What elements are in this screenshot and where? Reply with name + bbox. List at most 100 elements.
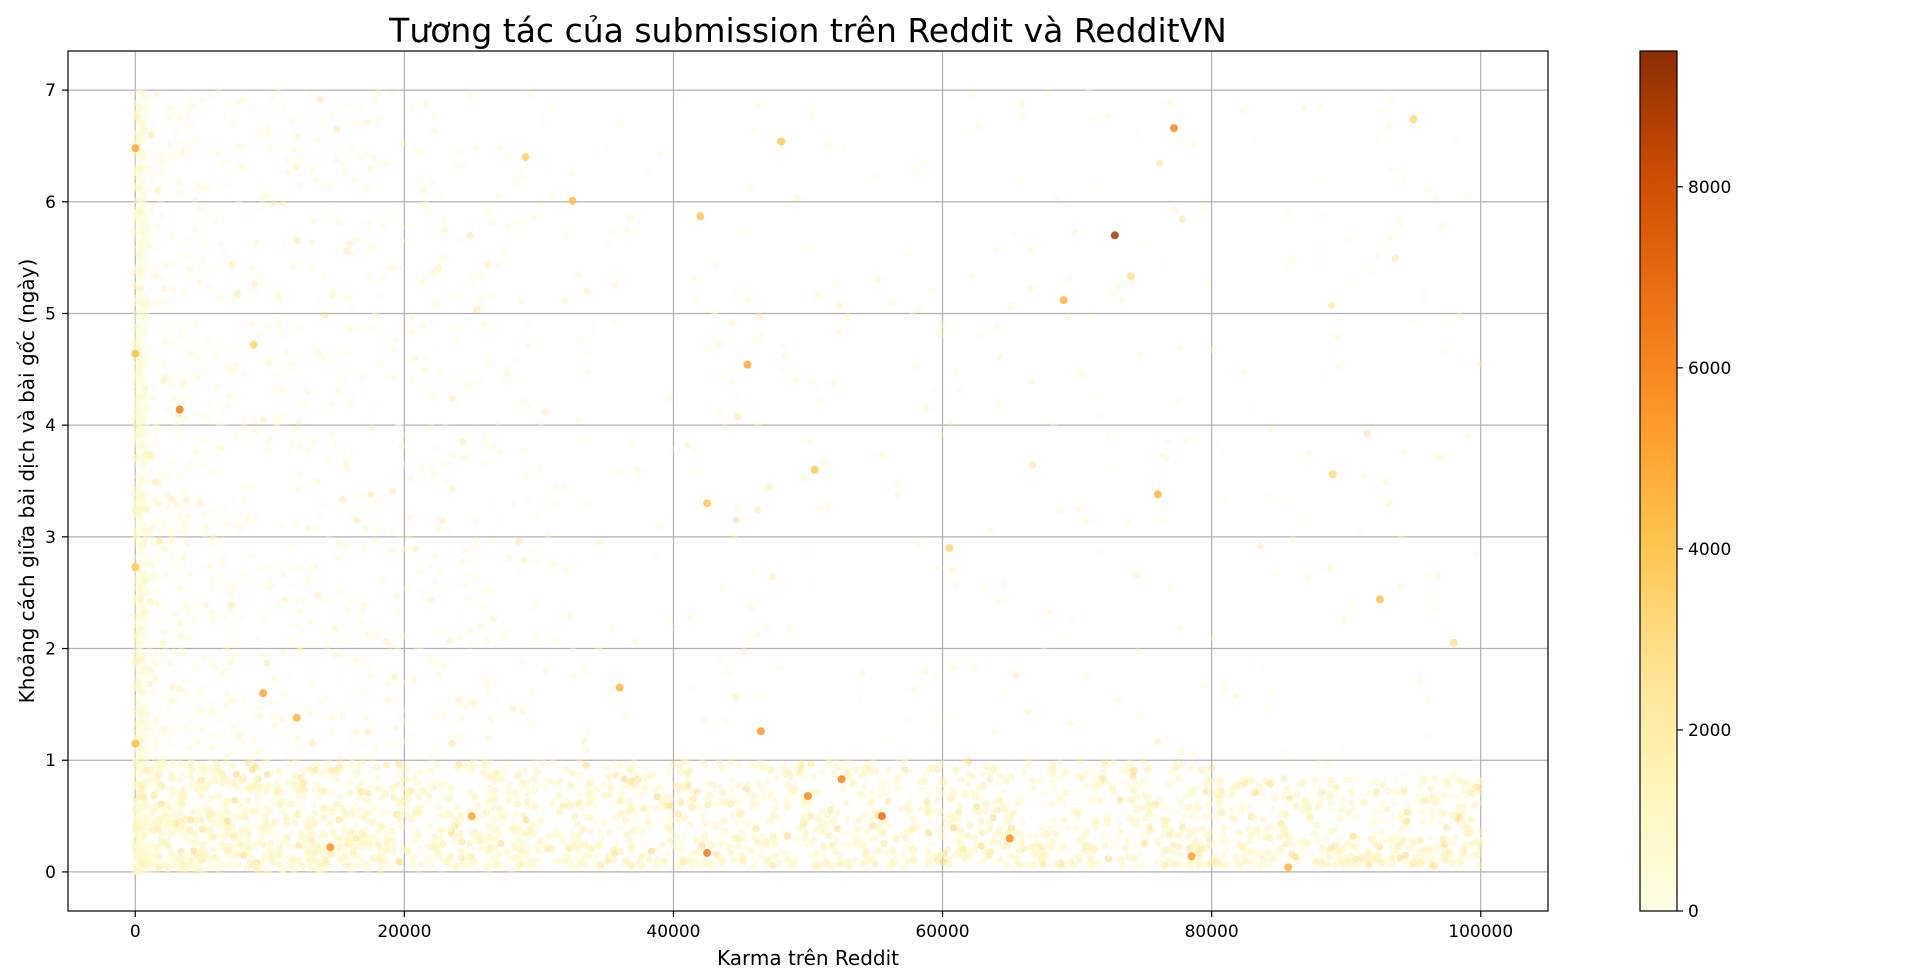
- scatter-point: [634, 466, 642, 474]
- scatter-point: [1430, 799, 1438, 807]
- scatter-point: [316, 862, 324, 870]
- scatter-point: [148, 468, 156, 476]
- scatter-point: [1029, 850, 1037, 858]
- scatter-point: [949, 663, 957, 671]
- scatter-point: [1130, 819, 1138, 827]
- scatter-point: [271, 721, 279, 730]
- scatter-point: [1425, 795, 1433, 803]
- scatter-point: [336, 843, 344, 851]
- scatter-point: [168, 815, 176, 823]
- scatter-point: [276, 844, 284, 852]
- scatter-point: [1146, 803, 1154, 811]
- scatter-point: [415, 867, 423, 875]
- scatter-point: [661, 857, 669, 865]
- scatter-point: [784, 804, 792, 812]
- scatter-point: [152, 736, 160, 744]
- scatter-point: [1031, 857, 1039, 866]
- scatter-point: [626, 766, 634, 775]
- scatter-point: [757, 333, 765, 341]
- scatter-point: [308, 862, 316, 870]
- scatter-point: [630, 825, 638, 833]
- scatter-point: [1440, 347, 1448, 355]
- scatter-point: [1457, 851, 1465, 860]
- scatter-point: [934, 856, 942, 864]
- scatter-point: [1366, 780, 1375, 788]
- scatter-point: [526, 90, 535, 98]
- scatter-point: [223, 112, 231, 120]
- scatter-point: [610, 856, 618, 864]
- scatter-point: [327, 850, 335, 858]
- scatter-point: [211, 664, 219, 672]
- scatter-point: [859, 839, 867, 848]
- scatter-point: [597, 836, 606, 844]
- scatter-point: [200, 779, 208, 787]
- scatter-point: [1160, 803, 1168, 811]
- scatter-point: [431, 852, 439, 861]
- scatter-point: [781, 829, 789, 837]
- scatter-point: [1001, 685, 1009, 694]
- scatter-point: [273, 779, 282, 787]
- scatter-point: [1308, 775, 1316, 783]
- scatter-point: [659, 806, 667, 814]
- scatter-point: [1427, 784, 1435, 793]
- scatter-point: [1201, 767, 1209, 775]
- scatter-point: [1187, 764, 1195, 772]
- scatter-point: [213, 853, 221, 861]
- scatter-point: [454, 336, 462, 344]
- scatter-point: [574, 846, 583, 855]
- scatter-point: [1197, 846, 1206, 854]
- scatter-point: [263, 667, 271, 675]
- scatter-point: [271, 851, 279, 859]
- scatter-point: [281, 690, 289, 699]
- scatter-point: [509, 705, 517, 713]
- scatter-point: [487, 715, 495, 723]
- scatter-point: [626, 765, 634, 773]
- scatter-point: [1083, 671, 1091, 679]
- scatter-point: [235, 524, 243, 532]
- scatter-point: [293, 133, 301, 141]
- scatter-point: [731, 291, 739, 299]
- scatter-point: [1344, 235, 1352, 243]
- scatter-point: [1004, 820, 1012, 828]
- scatter-point: [274, 793, 282, 801]
- scatter-point: [880, 840, 888, 848]
- scatter-point: [407, 732, 415, 740]
- scatter-point: [692, 469, 700, 477]
- scatter-point: [482, 807, 490, 816]
- scatter-point: [1370, 840, 1378, 848]
- scatter-point: [186, 121, 194, 129]
- scatter-point: [1159, 815, 1167, 823]
- scatter-point: [429, 178, 437, 186]
- scatter-point: [211, 777, 219, 785]
- scatter-point: [1476, 840, 1484, 848]
- scatter-point: [1145, 823, 1153, 831]
- scatter-point: [363, 844, 371, 852]
- scatter-point: [205, 417, 213, 425]
- scatter-point: [870, 835, 879, 843]
- scatter-point: [715, 340, 723, 348]
- scatter-point: [1337, 856, 1346, 865]
- scatter-point: [1373, 778, 1381, 786]
- scatter-point: [1428, 806, 1436, 814]
- scatter-point: [337, 804, 345, 812]
- scatter-point: [1436, 453, 1444, 461]
- scatter-point: [698, 758, 706, 766]
- scatter-point: [1048, 824, 1056, 832]
- scatter-point: [1038, 856, 1046, 864]
- scatter-point: [644, 810, 652, 818]
- scatter-point: [445, 811, 453, 819]
- scatter-point: [483, 637, 491, 646]
- scatter-point: [999, 842, 1008, 851]
- scatter-point: [1056, 759, 1064, 767]
- scatter-point: [377, 849, 385, 857]
- scatter-point: [1039, 847, 1047, 855]
- scatter-point: [152, 859, 161, 867]
- scatter-point: [838, 144, 847, 153]
- scatter-point: [688, 803, 696, 811]
- scatter-point: [161, 692, 169, 700]
- scatter-point: [467, 269, 476, 277]
- scatter-point: [1096, 781, 1104, 789]
- scatter-point: [448, 740, 456, 748]
- scatter-point: [340, 294, 348, 302]
- scatter-point: [229, 832, 237, 840]
